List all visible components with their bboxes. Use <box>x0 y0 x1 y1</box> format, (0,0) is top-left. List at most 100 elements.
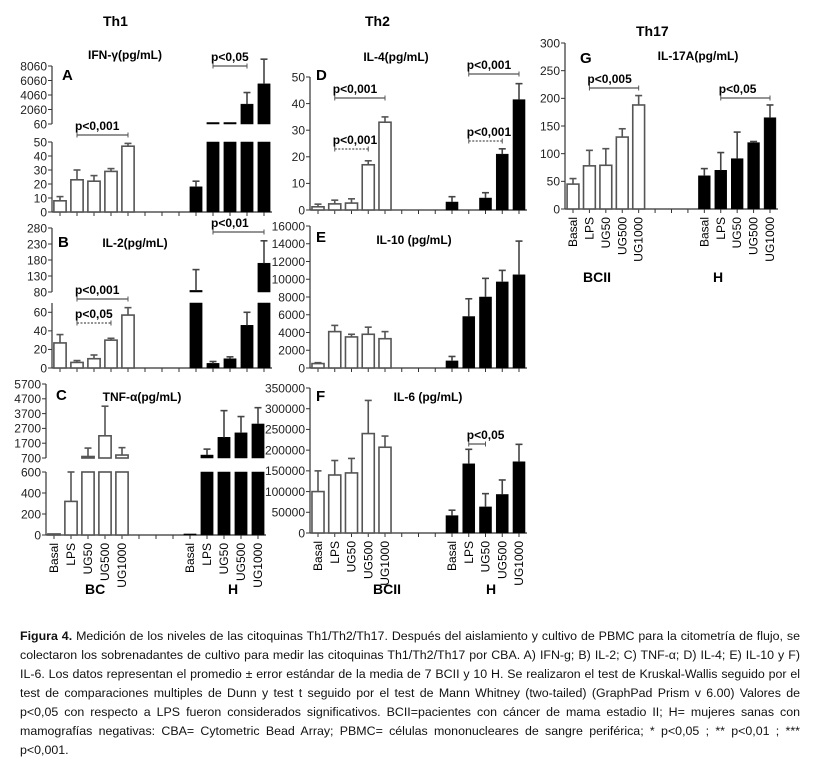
bar-H-UG500 <box>495 494 509 534</box>
bar-BCII-Basal <box>566 183 580 210</box>
y-tick-label: 8000 <box>278 290 305 304</box>
bar-BCII-LPS <box>582 165 597 210</box>
x-category-label: UG1000 <box>378 541 392 586</box>
panel-B: 0 20 40 60 80 130 180 230 280 B IL-2(pg/mL) p<0,001… <box>27 216 272 375</box>
y-tick-label: 60 <box>34 117 48 131</box>
bar-H-LPS <box>462 463 476 534</box>
panel-letter: D <box>316 67 327 84</box>
y-tick-label: 6060 <box>20 74 47 88</box>
bar-H-Basal <box>189 302 203 369</box>
bar-BCII-Basal <box>311 490 325 534</box>
y-tick-label: 150 <box>540 119 560 133</box>
y-tick-label: 40 <box>34 324 48 338</box>
bar-H-UG50 <box>479 296 492 369</box>
group-label: H <box>486 581 496 597</box>
y-tick-label: 30 <box>292 124 306 138</box>
bar-H-UG50 <box>731 158 744 210</box>
y-tick-label: 10000 <box>272 273 306 287</box>
bar-H-UG1000 <box>251 423 265 459</box>
bar-BCII-Basal <box>311 362 325 369</box>
panel-D: 0 10 20 30 40 50 D IL-4(pg/mL) p<0,001 p<0,001 p<0… <box>292 50 527 217</box>
significance-label: p<0,001 <box>75 283 120 297</box>
x-category-label: Basal <box>47 543 61 573</box>
cytokine-figure: Th1 Th2 Th17 010203040506020604060606080… <box>14 13 778 597</box>
bar-H-Basal <box>189 290 203 293</box>
bar-BC-UG500 <box>98 434 112 459</box>
y-tick-label: 16000 <box>272 219 306 233</box>
x-category-label: LPS <box>200 543 214 566</box>
y-tick-label: 10 <box>34 191 48 205</box>
bar-BC-Basal <box>53 342 67 369</box>
bar-H-LPS <box>206 122 220 125</box>
y-tick-label: 0 <box>298 526 305 540</box>
x-category-label: UG500 <box>495 541 509 579</box>
y-tick-label: 400 <box>21 486 41 500</box>
bar-BC-UG1000 <box>115 471 129 536</box>
bar-H-LPS <box>200 454 214 459</box>
y-tick-label: 700 <box>21 451 41 465</box>
y-tick-label: 20 <box>292 150 306 164</box>
group-label: H <box>713 269 723 285</box>
x-category-label: UG50 <box>479 541 493 573</box>
x-category-label: UG50 <box>599 217 613 249</box>
y-tick-label: 3700 <box>14 407 41 421</box>
bar-H-UG50 <box>223 122 237 125</box>
y-tick-label: 14000 <box>272 237 306 251</box>
panel-title: IL-4(pg/mL) <box>363 50 428 64</box>
y-tick-label: 30 <box>34 163 48 177</box>
bar-H-Basal <box>445 515 459 534</box>
bar-BCII-UG50 <box>344 336 359 369</box>
bar-BC-Basal <box>47 533 61 536</box>
bar-BC-UG50 <box>87 180 101 213</box>
bar-H-UG500 <box>747 142 760 210</box>
bar-H-UG500 <box>240 325 254 369</box>
panel-title: IFN-γ(pg/mL) <box>88 48 162 62</box>
bar-BCII-UG1000 <box>378 121 392 211</box>
x-category-label: Basal <box>183 543 197 573</box>
y-tick-label: 50 <box>34 135 48 149</box>
x-category-label: UG500 <box>234 543 248 581</box>
bar-H-LPS <box>714 170 727 210</box>
bar-BCII-UG1000 <box>378 446 392 534</box>
bar-BC-UG1000 <box>121 314 135 369</box>
bar-BC-UG1000 <box>121 145 135 213</box>
y-tick-label: 0 <box>34 528 41 542</box>
bar-H-UG50 <box>223 358 237 369</box>
y-tick-label: 50 <box>292 70 306 84</box>
bar-BCII-UG500 <box>361 432 376 534</box>
bar-H-UG1000 <box>251 471 265 536</box>
bar-H-Basal <box>183 533 197 536</box>
x-category-label: LPS <box>328 541 342 564</box>
bar-H-UG1000 <box>257 141 271 213</box>
bar-H-LPS <box>462 316 476 369</box>
y-tick-label: 20 <box>34 343 48 357</box>
y-tick-label: 4700 <box>14 392 41 406</box>
panel-title: IL-2(pg/mL) <box>102 236 167 250</box>
bar-H-UG1000 <box>512 461 526 534</box>
bar-H-UG500 <box>495 281 509 369</box>
panel-letter: A <box>62 67 73 84</box>
bar-H-UG1000 <box>257 262 271 293</box>
y-tick-label: 0 <box>553 202 560 216</box>
heading-th1: Th1 <box>103 13 128 29</box>
bar-H-UG500 <box>234 471 248 536</box>
y-tick-label: 20 <box>34 177 48 191</box>
x-category-label: LPS <box>64 543 78 566</box>
y-tick-label: 250 <box>540 64 560 78</box>
significance-label: p<0,05 <box>719 82 757 96</box>
bar-H-UG1000 <box>763 117 777 210</box>
x-category-label: UG1000 <box>115 543 129 588</box>
bar-BCII-UG50 <box>344 472 359 534</box>
bar-H-UG50 <box>479 197 492 211</box>
panel-G: 0 50 100 150 200 250 300 G IL-17A(pg/mL) p<0,005 p… <box>540 36 778 285</box>
bar-H-UG1000 <box>512 274 526 369</box>
x-category-label: UG500 <box>98 543 112 581</box>
significance-label: p<0,05 <box>211 50 249 64</box>
y-tick-label: 300000 <box>265 402 305 416</box>
y-tick-label: 4060 <box>20 88 47 102</box>
bar-BCII-LPS <box>327 330 342 369</box>
y-tick-label: 600 <box>21 465 41 479</box>
bar-BC-UG500 <box>104 170 118 213</box>
bar-BCII-Basal <box>311 206 325 211</box>
bar-BC-LPS <box>70 179 84 213</box>
